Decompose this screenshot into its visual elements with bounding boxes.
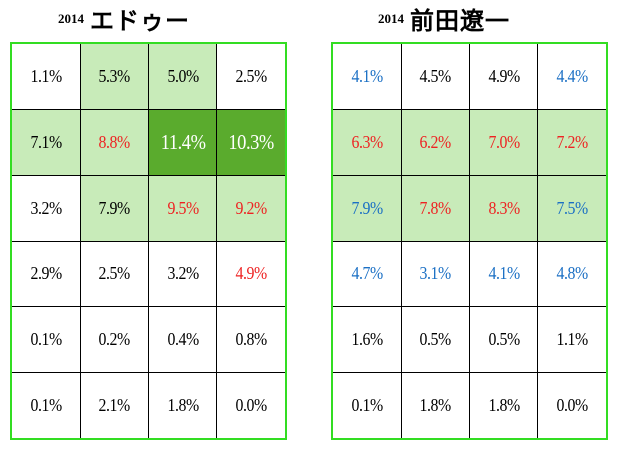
heatmap-cell-fill	[148, 175, 217, 241]
heatmap-cell-value: 3.1%	[419, 263, 452, 284]
heatmap-grid-right: 4.1% 4.5% 4.9% 4.4% 6.3% 6.2% 7.0% 7.2% 7.9% 7.8%…	[331, 42, 608, 440]
heatmap-cell-value: 2.1%	[98, 394, 131, 415]
heatmap-cell-value: 1.8%	[167, 394, 199, 415]
heatmap-cell-value: 1.1%	[30, 66, 63, 87]
heatmap-cell-fill	[12, 109, 81, 176]
grid-line-horizontal	[333, 371, 606, 373]
grid-line-horizontal	[333, 306, 606, 308]
heatmap-cell-fill	[80, 175, 149, 241]
heatmap-cell-fill	[80, 109, 149, 176]
heatmap-cell-value: 3.2%	[167, 263, 199, 284]
panel-player-name-left: エドゥー	[90, 7, 190, 35]
heatmap-cell-value: 4.7%	[351, 263, 384, 284]
heatmap-cell-fill	[537, 175, 606, 241]
heatmap-cell-value: 9.5%	[167, 197, 199, 218]
grid-line-horizontal	[12, 240, 285, 242]
heatmap-cell-value: 5.3%	[98, 66, 131, 87]
heatmap-cell-value: 2.9%	[30, 263, 63, 284]
heatmap-cell-value: 8.3%	[488, 197, 520, 218]
heatmap-cell-value: 2.5%	[235, 66, 267, 87]
heatmap-cell-value: 7.9%	[351, 197, 384, 218]
grid-line-horizontal	[333, 174, 606, 176]
heatmap-cell-value: 6.3%	[351, 131, 384, 152]
heatmap-cell-value: 3.2%	[30, 197, 63, 218]
heatmap-cell-fill	[148, 44, 217, 110]
heatmap-cell-value: 8.8%	[98, 131, 131, 152]
heatmap-cell-value: 4.5%	[419, 66, 452, 87]
heatmap-cell-value: 5.0%	[167, 66, 199, 87]
heatmap-cell-value: 4.8%	[556, 263, 588, 284]
heatmap-cell-value: 4.1%	[351, 66, 384, 87]
grid-line-horizontal	[12, 174, 285, 176]
heatmap-cell-value: 2.5%	[98, 263, 131, 284]
heatmap-cell-value: 4.9%	[488, 66, 520, 87]
heatmap-cell-value: 7.5%	[556, 197, 588, 218]
heatmap-cell-value: 0.0%	[556, 394, 588, 415]
heatmap-cell-value: 6.2%	[419, 131, 452, 152]
heatmap-cell-value: 1.8%	[419, 394, 452, 415]
panel-year-left: 2014	[58, 11, 84, 26]
heatmap-cell-value: 7.8%	[419, 197, 452, 218]
heatmap-cell-fill	[148, 109, 217, 176]
heatmap-cell-value: 11.4%	[160, 129, 206, 154]
grid-line-horizontal	[12, 306, 285, 308]
heatmap-cell-fill	[401, 175, 470, 241]
heatmap-cell-value: 0.1%	[30, 328, 63, 349]
heatmap-cell-value: 7.2%	[556, 131, 588, 152]
heatmap-cell-value: 1.8%	[488, 394, 520, 415]
heatmap-cell-value: 0.1%	[30, 394, 63, 415]
grid-line-horizontal	[12, 109, 285, 111]
grid-line-horizontal	[333, 240, 606, 242]
heatmap-cell-value: 10.3%	[228, 129, 274, 154]
heatmap-cell-fill	[333, 175, 402, 241]
grid-line-horizontal	[333, 109, 606, 111]
heatmap-grid-left: 1.1% 5.3% 5.0% 2.5% 7.1% 8.8% 11.4% 10.3% 3.2% 7.…	[10, 42, 287, 440]
heatmap-cell-fill	[469, 175, 538, 241]
heatmap-cell-value: 0.8%	[235, 328, 267, 349]
heatmap-cell-fill	[333, 109, 402, 176]
heatmap-cell-fill	[216, 175, 285, 241]
heatmap-cell-value: 0.2%	[98, 328, 131, 349]
heatmap-cell-value: 0.4%	[167, 328, 199, 349]
heatmap-cell-fill	[401, 109, 470, 176]
heatmap-cell-value: 1.1%	[556, 328, 588, 349]
heatmap-cell-value: 9.2%	[235, 197, 267, 218]
grid-line-horizontal	[12, 371, 285, 373]
panel-title-left: 2014 エドゥー	[58, 6, 190, 36]
heatmap-cell-fill	[216, 109, 285, 176]
heatmap-cell-value: 0.1%	[351, 394, 384, 415]
heatmap-cell-value: 0.5%	[419, 328, 452, 349]
heatmap-cell-value: 4.4%	[556, 66, 588, 87]
heatmap-cell-value: 7.1%	[30, 131, 63, 152]
panel-title-right: 2014 前田遼一	[378, 6, 510, 36]
heatmap-cell-fill	[469, 109, 538, 176]
heatmap-cell-value: 0.0%	[235, 394, 267, 415]
heatmap-cell-value: 1.6%	[351, 328, 384, 349]
heatmap-cell-value: 0.5%	[488, 328, 520, 349]
panel-player-name-right: 前田遼一	[410, 7, 510, 35]
heatmap-cell-fill	[537, 109, 606, 176]
heatmap-cell-value: 7.0%	[488, 131, 520, 152]
heatmap-cell-value: 4.9%	[235, 263, 267, 284]
heatmap-cell-value: 7.9%	[98, 197, 131, 218]
panel-year-right: 2014	[378, 11, 404, 26]
heatmap-cell-value: 4.1%	[488, 263, 520, 284]
heatmap-cell-fill	[80, 44, 149, 110]
